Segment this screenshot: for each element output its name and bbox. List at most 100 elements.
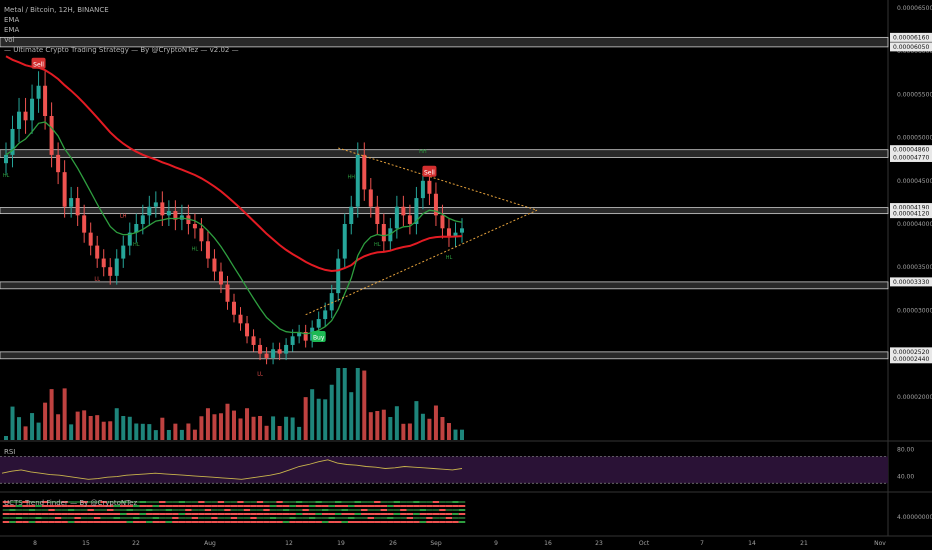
candle-body — [460, 228, 464, 233]
trend-cell — [458, 517, 466, 519]
candle-body — [440, 215, 445, 229]
trend-cell — [341, 501, 348, 503]
trend-cell — [217, 513, 225, 515]
trend-cell — [426, 521, 433, 523]
price-label: 0.00006160 — [893, 34, 929, 41]
trend-cell — [100, 521, 107, 523]
signal-label: Sell — [33, 61, 44, 68]
trend-cell — [159, 509, 166, 511]
trend-cell — [35, 513, 42, 515]
trend-cell — [269, 509, 277, 511]
time-tick: 12 — [285, 540, 293, 547]
candle-body — [205, 241, 210, 259]
price-tick: 0.00003000 — [897, 307, 932, 314]
price-label: 0.00006050 — [893, 44, 929, 51]
trend-cell — [432, 521, 440, 523]
buy-signal — [311, 331, 326, 343]
trend-cell — [54, 509, 62, 511]
trend-cell — [15, 509, 23, 511]
trend-cell — [67, 513, 75, 515]
trend-cell — [315, 509, 322, 511]
volume-bar — [95, 415, 100, 440]
trend-cell — [178, 517, 186, 519]
trend-cell — [15, 521, 23, 523]
trend-cell — [41, 521, 49, 523]
candle-body — [147, 206, 152, 216]
volume-bar — [173, 423, 178, 440]
trend-cell — [243, 521, 251, 523]
candle-body — [407, 215, 412, 224]
trend-cell — [302, 517, 309, 519]
candle-body — [4, 154, 8, 164]
trend-cell — [67, 505, 75, 507]
candle-body — [56, 154, 61, 173]
trend-cell — [269, 521, 277, 523]
trend-cell — [458, 513, 466, 515]
volume-bar — [36, 422, 41, 440]
trend-cell — [321, 517, 329, 519]
time-tick: 15 — [82, 540, 90, 547]
trend-cell — [354, 517, 362, 519]
trend-cell — [106, 521, 114, 523]
trend-cell — [419, 505, 427, 507]
trend-cell — [15, 501, 23, 503]
trend-cell — [458, 501, 466, 503]
trend-cell — [67, 509, 75, 511]
trend-cell — [243, 501, 251, 503]
candle-body — [342, 224, 347, 259]
trend-cell — [165, 509, 173, 511]
trend-cell — [302, 505, 309, 507]
volume-bar — [153, 430, 158, 440]
candle-body — [362, 154, 367, 190]
trade-signals: Sell Buy Sell HH HH HL HL LH HL HL HL LL LL — [3, 57, 452, 378]
candle-body — [329, 293, 334, 311]
trend-cell — [41, 509, 49, 511]
trend-cell — [250, 517, 257, 519]
volume-bar — [17, 417, 22, 440]
trend-cell — [139, 509, 147, 511]
trend-cell — [80, 521, 88, 523]
trend-cell — [380, 513, 388, 515]
trend-cell — [341, 509, 348, 511]
candle-body — [153, 202, 158, 207]
trend-cell — [406, 501, 414, 503]
trend-cell — [308, 521, 316, 523]
trend-cell — [48, 517, 55, 519]
trend-cell — [2, 509, 10, 511]
trend-cell — [452, 521, 459, 523]
trend-cell — [237, 517, 244, 519]
trend-cell — [133, 509, 140, 511]
trend-cell — [15, 505, 23, 507]
trend-cell — [28, 509, 36, 511]
candle-body — [323, 310, 328, 320]
rsi-tick: 40.00 — [897, 474, 914, 481]
trend-cell — [321, 505, 329, 507]
trend-cell — [41, 501, 49, 503]
trend-cell — [276, 505, 283, 507]
trend-cell — [217, 517, 225, 519]
trend-cell — [439, 509, 446, 511]
trend-cell — [48, 521, 55, 523]
time-tick: 8 — [33, 540, 37, 547]
trend-cell — [387, 513, 394, 515]
volume-bar — [101, 421, 106, 440]
volume-bar — [69, 424, 74, 440]
candle-body — [349, 206, 354, 224]
trend-cell — [224, 513, 231, 515]
trend-cell — [217, 501, 225, 503]
candle-body — [303, 332, 308, 341]
trend-cell — [139, 517, 147, 519]
ucts-legend: UCTS Trend Finder — By @CryptoNTez — [4, 499, 138, 507]
trend-cell — [120, 521, 127, 523]
trend-cell — [374, 513, 381, 515]
trend-cell — [120, 509, 127, 511]
trend-cell — [159, 513, 166, 515]
trend-cell — [191, 513, 199, 515]
trend-cell — [48, 501, 55, 503]
volume-bar — [297, 426, 302, 440]
trend-cell — [224, 509, 231, 511]
trend-cell — [328, 509, 335, 511]
trend-cell — [250, 509, 257, 511]
trend-cell — [146, 513, 153, 515]
